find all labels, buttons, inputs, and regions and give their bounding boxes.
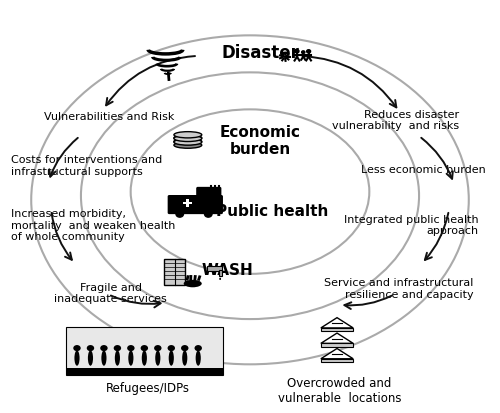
Ellipse shape bbox=[174, 135, 202, 142]
Ellipse shape bbox=[174, 140, 202, 146]
Bar bbox=[321, 343, 353, 347]
Circle shape bbox=[168, 345, 175, 351]
Text: Reduces disaster
vulnerability  and risks: Reduces disaster vulnerability and risks bbox=[332, 109, 459, 131]
Circle shape bbox=[86, 345, 94, 351]
Circle shape bbox=[295, 50, 299, 54]
Polygon shape bbox=[321, 349, 353, 359]
Polygon shape bbox=[321, 318, 353, 328]
Ellipse shape bbox=[174, 139, 202, 145]
FancyBboxPatch shape bbox=[168, 196, 222, 214]
Ellipse shape bbox=[115, 351, 120, 366]
Circle shape bbox=[114, 345, 121, 351]
Bar bbox=[197, 275, 202, 281]
Ellipse shape bbox=[182, 351, 188, 366]
Circle shape bbox=[127, 345, 134, 351]
Circle shape bbox=[140, 345, 148, 351]
Text: Overcrowded and
vulnerable  locations: Overcrowded and vulnerable locations bbox=[278, 376, 402, 404]
Text: Costs for interventions and
infrastructural supports: Costs for interventions and infrastructu… bbox=[12, 155, 162, 176]
Ellipse shape bbox=[219, 278, 221, 280]
Bar bbox=[194, 275, 197, 281]
Text: Service and infrastructural
resilience and capacity: Service and infrastructural resilience a… bbox=[324, 278, 474, 299]
Text: Vulnerabilities and Risk: Vulnerabilities and Risk bbox=[44, 111, 174, 121]
Ellipse shape bbox=[142, 351, 147, 366]
Circle shape bbox=[306, 51, 310, 54]
Bar bbox=[66, 328, 222, 375]
Text: Disaster: Disaster bbox=[221, 44, 299, 62]
Ellipse shape bbox=[88, 351, 93, 366]
Bar bbox=[218, 271, 222, 276]
Ellipse shape bbox=[184, 280, 202, 287]
Ellipse shape bbox=[196, 351, 201, 366]
Circle shape bbox=[194, 345, 202, 351]
Bar bbox=[186, 200, 189, 207]
Ellipse shape bbox=[174, 136, 202, 142]
Ellipse shape bbox=[128, 351, 134, 366]
Bar bbox=[321, 359, 353, 362]
Circle shape bbox=[154, 345, 162, 351]
Circle shape bbox=[302, 52, 305, 55]
Ellipse shape bbox=[174, 132, 202, 139]
Bar bbox=[208, 266, 222, 271]
Circle shape bbox=[100, 345, 108, 351]
Text: WASH: WASH bbox=[202, 263, 254, 278]
FancyBboxPatch shape bbox=[197, 188, 220, 198]
Ellipse shape bbox=[102, 351, 106, 366]
Bar bbox=[189, 275, 192, 281]
Bar bbox=[186, 275, 190, 281]
Polygon shape bbox=[321, 333, 353, 344]
Circle shape bbox=[181, 345, 188, 351]
Text: Increased morbidity,
mortality  and weaken health
of whole community: Increased morbidity, mortality and weake… bbox=[12, 209, 175, 242]
Ellipse shape bbox=[168, 351, 174, 366]
Text: Less economic burden: Less economic burden bbox=[362, 165, 486, 175]
Text: Integrated public health
approach: Integrated public health approach bbox=[344, 214, 478, 236]
Circle shape bbox=[176, 211, 184, 218]
Bar bbox=[321, 328, 353, 332]
Bar bbox=[66, 368, 222, 375]
Ellipse shape bbox=[174, 142, 202, 149]
Ellipse shape bbox=[155, 351, 160, 366]
Bar bbox=[183, 202, 192, 205]
Text: Refugees/IDPs: Refugees/IDPs bbox=[106, 381, 190, 394]
Text: Economic
burden: Economic burden bbox=[220, 125, 300, 157]
Circle shape bbox=[74, 345, 80, 351]
Ellipse shape bbox=[74, 351, 80, 366]
Circle shape bbox=[204, 211, 212, 218]
Bar bbox=[164, 259, 185, 285]
Text: Public health: Public health bbox=[216, 203, 328, 218]
Text: Fragile and
inadequate services: Fragile and inadequate services bbox=[54, 282, 167, 304]
